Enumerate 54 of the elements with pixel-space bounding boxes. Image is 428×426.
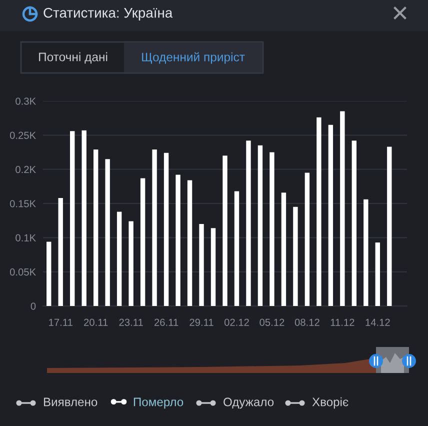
x-tick-label: 05.12 — [260, 318, 284, 326]
x-tick-label: 23.11 — [119, 318, 143, 326]
bar — [105, 159, 110, 306]
x-tick-label: 29.11 — [190, 318, 214, 326]
text: Одужало — [224, 398, 274, 409]
text: Поточні дані — [39, 52, 108, 64]
chart-title: Статистика: Україна — [44, 8, 173, 20]
bar — [116, 212, 122, 306]
legend-label: Померло — [134, 398, 184, 409]
bar — [140, 178, 146, 306]
bar — [352, 140, 357, 306]
bar — [364, 199, 368, 306]
y-tick-label: 0.15K — [10, 200, 36, 208]
bar — [187, 180, 192, 306]
bar — [164, 152, 169, 306]
y-tick-label: 0.1K — [16, 234, 36, 242]
bar — [176, 174, 180, 306]
x-tick-label: 20.11 — [84, 318, 108, 326]
bar — [375, 242, 380, 306]
bar — [281, 192, 286, 306]
bar — [387, 146, 392, 306]
y-tick-label: 0.05K — [10, 268, 36, 276]
bar — [234, 191, 240, 306]
bar — [46, 242, 52, 306]
bar — [293, 206, 298, 306]
y-tick-label: 0 — [30, 302, 36, 310]
x-tick-label: 08.12 — [294, 318, 320, 326]
bar — [70, 131, 75, 306]
bar — [246, 140, 251, 306]
bar — [58, 198, 63, 306]
text: Виявлено — [44, 398, 98, 406]
x-tick-label: 14.12 — [366, 318, 390, 326]
text: Хворіє — [312, 397, 348, 409]
bar — [152, 150, 157, 306]
bar — [258, 145, 263, 306]
bar — [128, 221, 134, 306]
x-tick-label: 26.11 — [154, 318, 178, 326]
bar — [82, 130, 86, 306]
bar — [316, 117, 322, 306]
bar — [93, 150, 98, 306]
bar — [199, 224, 204, 306]
bar — [328, 124, 334, 306]
x-tick-label: 17.11 — [49, 318, 72, 326]
y-tick-label: 0.25K — [10, 132, 36, 139]
x-tick-label: 11.12 — [330, 318, 354, 326]
y-tick-label: 0.2K — [16, 166, 36, 174]
bar — [270, 152, 274, 306]
bar — [340, 111, 345, 306]
bar — [210, 228, 216, 306]
y-tick-label: 0.3K — [16, 98, 36, 105]
text: Щоденний приріст — [142, 52, 245, 64]
x-tick-label: 02.12 — [224, 318, 249, 326]
bar — [222, 156, 228, 306]
bar — [304, 172, 310, 306]
